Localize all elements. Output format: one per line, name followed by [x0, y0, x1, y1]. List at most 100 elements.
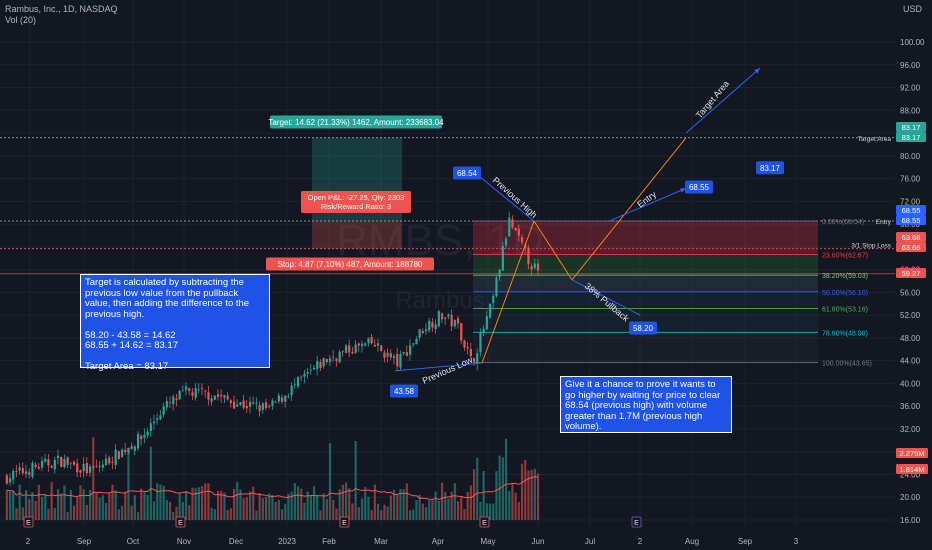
candle-body — [466, 347, 469, 349]
candle-body — [453, 319, 456, 327]
candle-body — [488, 303, 492, 318]
candle-body — [229, 400, 232, 404]
candle-body — [188, 388, 191, 392]
candle-body — [82, 464, 85, 471]
candle-body — [133, 446, 136, 451]
candle-body — [348, 345, 351, 353]
price-tag-box — [896, 122, 926, 132]
candle-body — [469, 348, 472, 357]
time-tick-label: Mar — [374, 537, 388, 546]
price-tick-label: 20.00 — [900, 493, 921, 502]
candle-body — [277, 395, 280, 402]
volume-bar — [463, 508, 466, 520]
candle-body — [450, 314, 453, 327]
volume-bar — [386, 506, 389, 520]
candle-body — [152, 421, 156, 424]
candle-body — [357, 343, 360, 346]
candle-body — [316, 360, 319, 369]
volume-bar — [101, 495, 104, 520]
candle-body — [165, 401, 168, 408]
price-tick-label: 24.00 — [900, 470, 921, 479]
volume-bar — [191, 487, 194, 520]
price-tick-label: 88.00 — [900, 106, 921, 115]
volume-bar — [277, 500, 280, 520]
candle-body — [354, 344, 357, 353]
volume-bar — [88, 489, 92, 520]
point-label-pullback-box — [629, 321, 657, 335]
volume-bars — [5, 437, 540, 520]
candle-body — [194, 387, 197, 398]
time-tick-label: 2 — [26, 537, 31, 546]
volume-bar — [178, 493, 181, 520]
earnings-flag: E — [342, 520, 347, 527]
time-tick-label: Feb — [322, 537, 336, 546]
entry-pointer-head — [680, 188, 686, 193]
fib-level-label: 78.60%(48.98) — [822, 330, 868, 337]
volume-bar — [232, 488, 236, 520]
candle-body — [380, 345, 383, 352]
volume-bar — [127, 449, 130, 520]
candle-body — [213, 395, 216, 400]
volume-bar — [60, 493, 63, 520]
price-tick-label: 56.00 — [900, 288, 921, 297]
candle-body — [456, 318, 460, 324]
annotation-previous-high: Previous High — [491, 175, 539, 220]
volume-bar — [504, 438, 508, 520]
position-target-label: Target: 14.62 (21.33%) 1462, Amount: 233… — [268, 118, 444, 127]
volume-bar — [466, 491, 469, 520]
volume-bar — [322, 493, 325, 520]
volume-bar — [258, 493, 261, 520]
point-label-entry: 68.55 — [689, 183, 710, 192]
volume-bar — [332, 499, 335, 520]
volume-bar — [28, 499, 31, 520]
volume-bar — [216, 490, 220, 520]
volume-bar — [95, 492, 98, 520]
volume-bar — [181, 502, 184, 520]
candle-body — [56, 455, 60, 459]
fib-level-label: 38.20%(59.03) — [822, 273, 868, 280]
volume-bar — [476, 457, 479, 520]
candle-body — [127, 447, 130, 453]
point-label-target: 83.17 — [760, 164, 781, 173]
volume-bar — [396, 494, 399, 520]
candle-body — [364, 343, 367, 346]
volume-bar — [37, 484, 40, 520]
candle-body — [344, 345, 348, 353]
point-label-pullback: 58.20 — [633, 324, 654, 333]
candle-body — [162, 406, 165, 415]
candle-body — [207, 392, 210, 400]
candle-body — [60, 456, 63, 468]
candle-body — [271, 400, 274, 406]
volume-bar — [492, 503, 495, 520]
candle-body — [242, 400, 245, 408]
candle-body — [40, 460, 44, 468]
candle-body — [21, 468, 24, 474]
volume-bar — [527, 470, 530, 520]
candle-body — [434, 324, 437, 330]
price-tick-label: 92.00 — [900, 84, 921, 93]
price-tag-box — [896, 268, 926, 278]
earnings-flag-box — [23, 516, 34, 528]
candle-body — [360, 343, 364, 346]
price-tick-label: 100.00 — [900, 38, 925, 47]
volume-bar — [383, 504, 386, 520]
candle-body — [255, 402, 258, 404]
volume-bar — [501, 457, 504, 520]
volume-bar — [274, 501, 277, 520]
volume-bar — [207, 483, 210, 520]
candle-body — [520, 237, 524, 243]
volume-bar — [220, 490, 223, 520]
candle-body — [101, 464, 104, 468]
note-right[interactable]: Give it a chance to prove it wants to go… — [560, 376, 732, 433]
candle-body — [373, 344, 376, 347]
fib-level-label: 100.00%(43.65) — [822, 361, 872, 368]
candle-body — [309, 369, 312, 371]
candle-body — [463, 340, 466, 348]
fib-band — [473, 332, 818, 363]
candle-body — [210, 398, 213, 402]
candle-body — [37, 466, 40, 469]
candle-body — [485, 316, 488, 330]
note-left[interactable]: Target is calculated by subtracting the … — [80, 274, 270, 372]
earnings-flag-box — [339, 516, 350, 528]
